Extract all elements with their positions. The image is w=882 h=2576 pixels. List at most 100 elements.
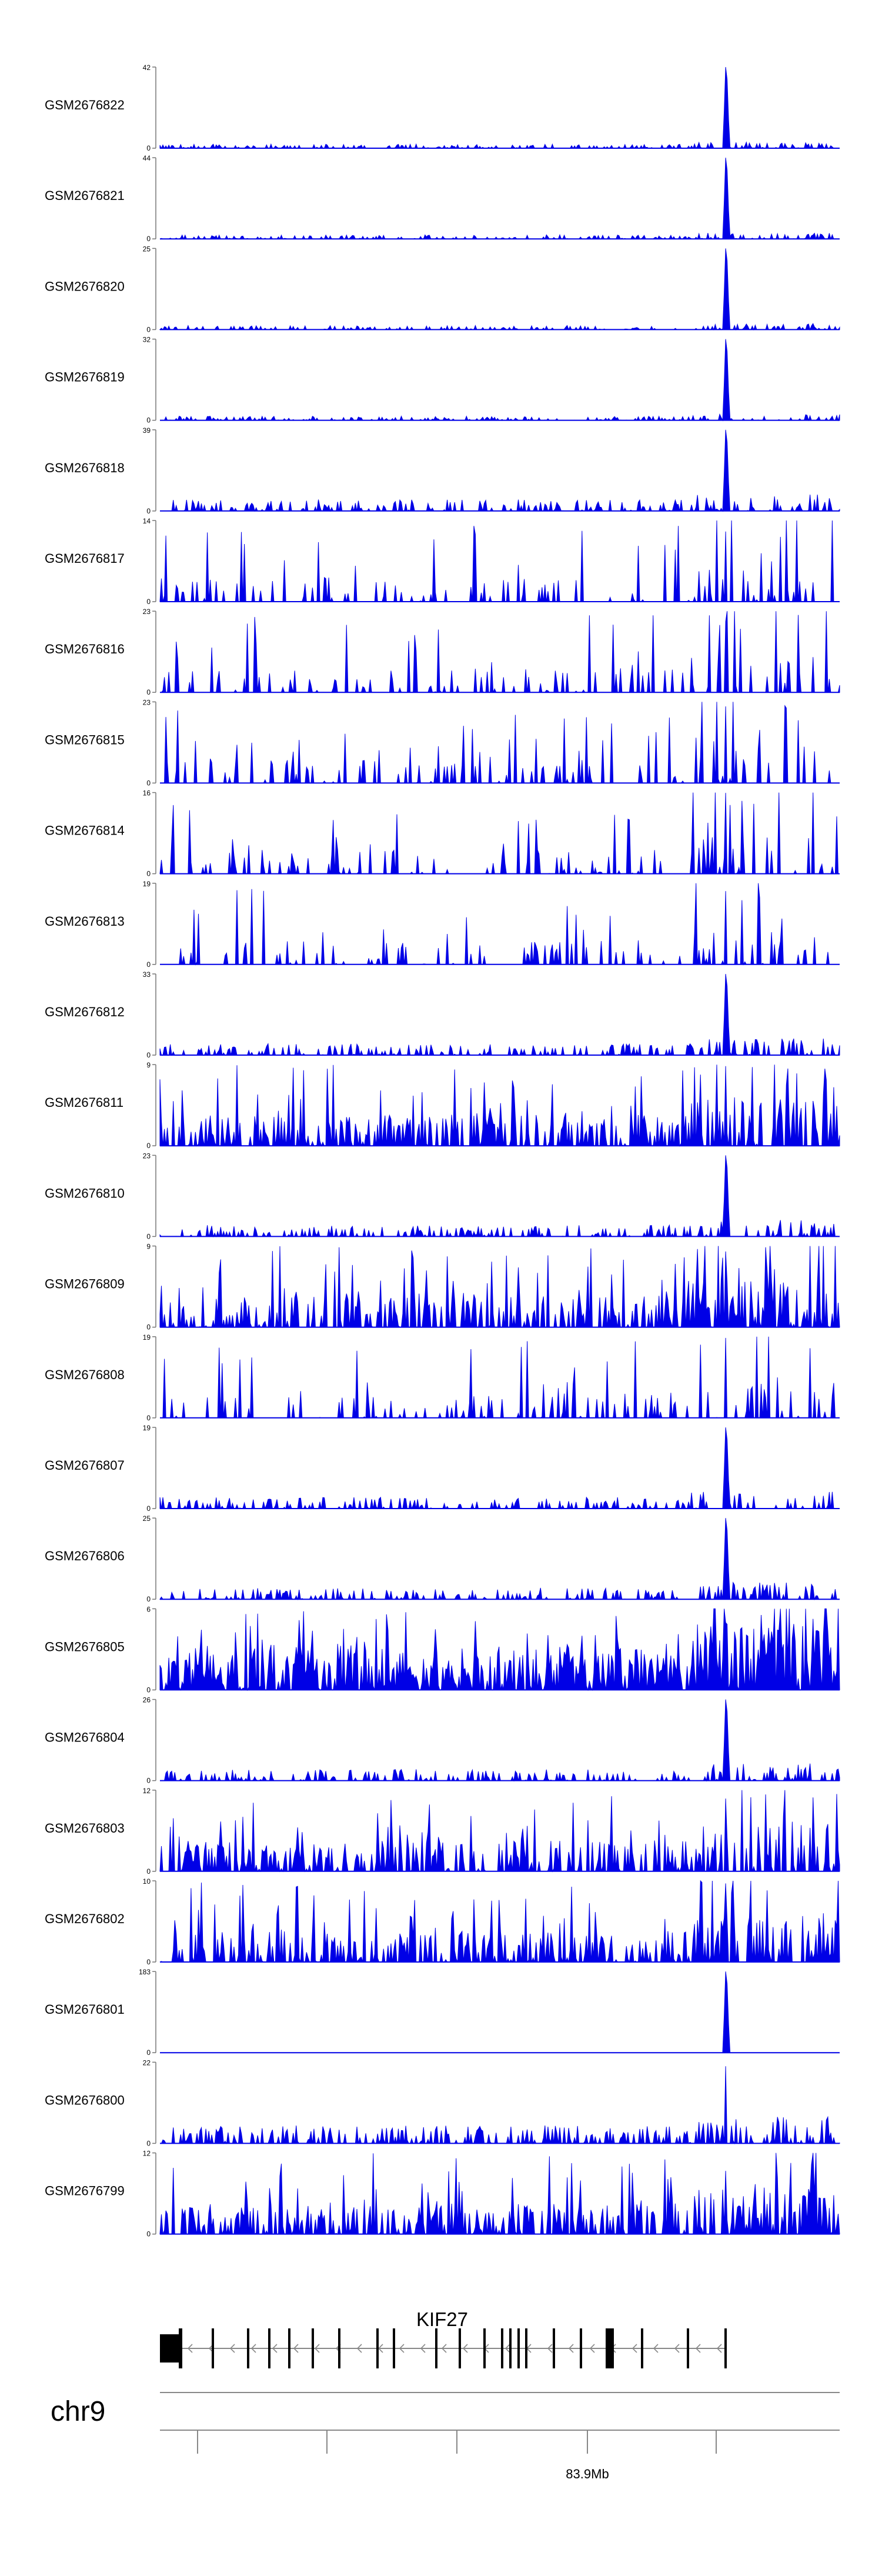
track-label: GSM2676808: [45, 1367, 125, 1382]
track-ymax-label: 44: [143, 154, 151, 162]
track-ymin-label: 0: [146, 1232, 151, 1240]
gene-model-KIF27: [160, 2328, 727, 2368]
track-ymax-label: 12: [143, 1787, 151, 1795]
track-label: GSM2676818: [45, 461, 125, 475]
track-ymax-label: 32: [143, 336, 151, 344]
track-ymax-label: 19: [143, 880, 151, 888]
track-ymin-label: 0: [146, 1958, 151, 1966]
gene-exon: [435, 2328, 437, 2368]
track-label: GSM2676801: [45, 2002, 125, 2017]
gene-exon: [525, 2328, 527, 2368]
gene-exon: [393, 2328, 395, 2368]
signal-area: [159, 1518, 840, 1601]
signal-area: [159, 792, 840, 875]
gene-exon: [179, 2328, 182, 2368]
signal-area: [160, 611, 840, 693]
track-label: GSM2676821: [45, 188, 125, 203]
track-ymin-label: 0: [146, 325, 151, 333]
track-ymax-label: 9: [146, 1061, 151, 1069]
track-GSM2676802: GSM2676802 10 0: [45, 1877, 840, 1966]
track-GSM2676801: GSM2676801 183 0: [45, 1968, 840, 2057]
signal-area: [159, 973, 840, 1056]
strand-arrow: [250, 2344, 256, 2353]
gene-annotation: KIF27: [160, 2308, 727, 2368]
track-GSM2676813: GSM2676813 19 0: [45, 880, 840, 969]
track-ymin-label: 0: [146, 870, 151, 878]
axis-tick-label: 83.9Mb: [566, 2467, 609, 2481]
strand-arrow: [695, 2344, 701, 2353]
track-label: GSM2676815: [45, 732, 125, 747]
gene-exon: [606, 2328, 614, 2368]
gene-exon: [553, 2328, 555, 2368]
track-label: GSM2676817: [45, 551, 125, 566]
strand-arrow: [505, 2344, 510, 2353]
gene-exon: [459, 2328, 461, 2368]
track-ymin-label: 0: [146, 779, 151, 787]
gene-exon: [724, 2328, 727, 2368]
track-ymin-label: 0: [146, 144, 151, 152]
track-ymin-label: 0: [146, 507, 151, 515]
signal-area: [159, 1880, 840, 1963]
track-ymax-label: 26: [143, 1696, 151, 1704]
strand-arrow: [187, 2344, 193, 2353]
track-label: GSM2676822: [45, 98, 125, 112]
strand-arrow: [589, 2344, 595, 2353]
strand-arrow: [674, 2344, 680, 2353]
track-GSM2676816: GSM2676816 23 0: [45, 608, 840, 696]
signal-area: [160, 1699, 840, 1782]
track-ymax-label: 25: [143, 1514, 151, 1523]
track-ymin-label: 0: [146, 688, 151, 696]
track-label: GSM2676811: [45, 1095, 123, 1110]
strand-arrow: [462, 2344, 468, 2353]
track-ymax-label: 9: [146, 1243, 151, 1251]
track-ymin-label: 0: [146, 235, 151, 243]
track-ymax-label: 22: [143, 2058, 151, 2067]
track-ymax-label: 183: [139, 1968, 151, 1976]
signal-area: [159, 66, 840, 149]
track-GSM2676814: GSM2676814 16 0: [45, 789, 840, 878]
gene-exon: [580, 2328, 582, 2368]
signal-area: [160, 429, 840, 512]
track-label: GSM2676820: [45, 279, 125, 293]
signal-area: [160, 702, 840, 784]
track-ymin-label: 0: [146, 1504, 151, 1513]
signal-area: [159, 1246, 840, 1329]
signal-area: [159, 1155, 840, 1238]
signal-area: [159, 1790, 840, 1873]
track-ymin-label: 0: [146, 2139, 151, 2147]
track-ymax-label: 19: [143, 1333, 151, 1342]
track-label: GSM2676804: [45, 1730, 125, 1745]
track-GSM2676806: GSM2676806 25 0: [45, 1514, 840, 1603]
track-GSM2676821: GSM2676821 44 0: [45, 154, 840, 243]
track-ymin-label: 0: [146, 2048, 151, 2057]
track-ymin-label: 0: [146, 1686, 151, 1694]
gene-exon: [312, 2328, 314, 2368]
signal-area: [160, 1336, 840, 1419]
signal-area: [160, 1971, 840, 2053]
signal-area: [159, 248, 840, 331]
track-GSM2676805: GSM2676805 6 0: [45, 1605, 840, 1694]
track-ymin-label: 0: [146, 1414, 151, 1422]
gene-utr-block: [160, 2334, 180, 2363]
track-GSM2676803: GSM2676803 12 0: [45, 1787, 840, 1876]
track-ymax-label: 23: [143, 698, 151, 706]
track-ymin-label: 0: [146, 1142, 151, 1150]
gene-exon: [483, 2328, 486, 2368]
track-GSM2676812: GSM2676812 33 0: [45, 970, 840, 1059]
track-label: GSM2676813: [45, 914, 125, 929]
signal-area: [159, 1427, 840, 1510]
track-ymax-label: 14: [143, 517, 151, 525]
strand-arrow: [314, 2344, 320, 2353]
track-label: GSM2676799: [45, 2184, 125, 2198]
signal-area: [159, 2153, 840, 2235]
track-label: GSM2676802: [45, 1911, 125, 1926]
track-ymax-label: 6: [146, 1605, 151, 1613]
track-label: GSM2676805: [45, 1639, 125, 1654]
track-label: GSM2676810: [45, 1186, 125, 1200]
track-ymax-label: 23: [143, 1152, 151, 1160]
track-label: GSM2676814: [45, 823, 125, 838]
strand-arrow: [399, 2344, 405, 2353]
gene-exon: [509, 2328, 512, 2368]
gene-name-label: KIF27: [416, 2308, 468, 2330]
track-GSM2676799: GSM2676799 12 0: [45, 2150, 840, 2238]
